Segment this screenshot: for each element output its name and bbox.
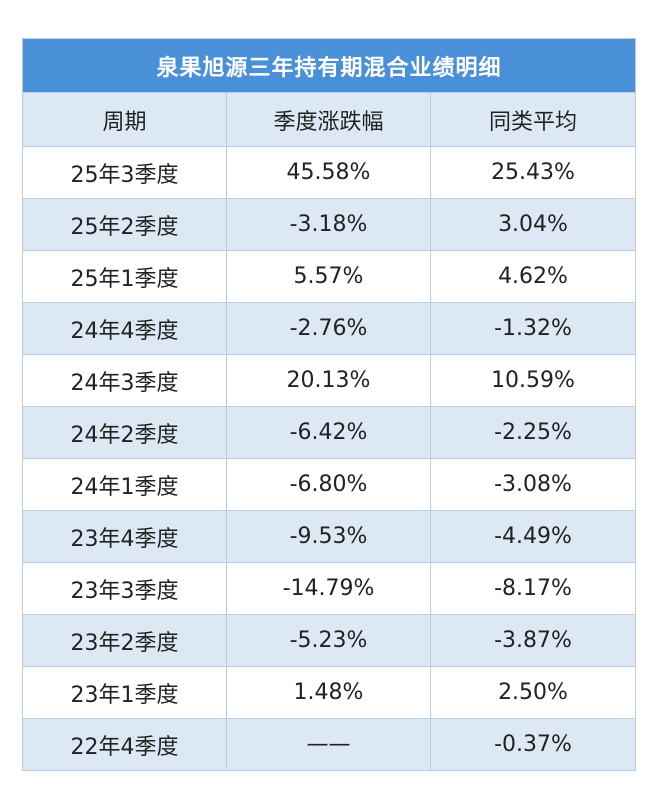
period-cell: 25年3季度 <box>22 146 227 199</box>
period-cell: 24年2季度 <box>22 406 227 459</box>
average-cell: 3.04% <box>429 198 637 251</box>
period-cell: 23年4季度 <box>22 510 227 563</box>
change-cell: -9.53% <box>226 510 431 563</box>
table-row: 24年4季度 -2.76% -1.32% <box>22 302 637 355</box>
average-cell: -8.17% <box>429 562 637 615</box>
table-row: 23年2季度 -5.23% -3.87% <box>22 614 637 667</box>
header-period: 周期 <box>22 92 227 147</box>
period-cell: 23年2季度 <box>22 614 227 667</box>
table-row: 23年3季度 -14.79% -8.17% <box>22 562 637 615</box>
table-row: 25年1季度 5.57% 4.62% <box>22 250 637 303</box>
average-cell: -0.37% <box>429 718 637 771</box>
table-row: 24年3季度 20.13% 10.59% <box>22 354 637 407</box>
average-cell: 10.59% <box>429 354 637 407</box>
change-cell: -5.23% <box>226 614 431 667</box>
change-cell: -3.18% <box>226 198 431 251</box>
table-row: 25年2季度 -3.18% 3.04% <box>22 198 637 251</box>
table-row: 22年4季度 —— -0.37% <box>22 718 637 771</box>
table-row: 25年3季度 45.58% 25.43% <box>22 146 637 199</box>
period-cell: 23年1季度 <box>22 666 227 719</box>
change-cell: 5.57% <box>226 250 431 303</box>
change-cell: -6.80% <box>226 458 431 511</box>
period-cell: 25年2季度 <box>22 198 227 251</box>
change-cell: 20.13% <box>226 354 431 407</box>
table-title: 泉果旭源三年持有期混合业绩明细 <box>21 38 637 93</box>
period-cell: 22年4季度 <box>22 718 227 771</box>
table-row: 24年1季度 -6.80% -3.08% <box>22 458 637 511</box>
performance-table-container: 泉果旭源三年持有期混合业绩明细 周期 季度涨跌幅 同类平均 25年3季度 45.… <box>21 38 637 771</box>
header-quarterly-change: 季度涨跌幅 <box>226 92 431 147</box>
table-row: 23年4季度 -9.53% -4.49% <box>22 510 637 563</box>
performance-table: 泉果旭源三年持有期混合业绩明细 周期 季度涨跌幅 同类平均 25年3季度 45.… <box>21 38 637 771</box>
average-cell: -3.87% <box>429 614 637 667</box>
average-cell: -2.25% <box>429 406 637 459</box>
average-cell: 25.43% <box>429 146 637 199</box>
table-row: 23年1季度 1.48% 2.50% <box>22 666 637 719</box>
header-category-average: 同类平均 <box>429 92 637 147</box>
average-cell: -3.08% <box>429 458 637 511</box>
period-cell: 23年3季度 <box>22 562 227 615</box>
average-cell: -4.49% <box>429 510 637 563</box>
period-cell: 24年3季度 <box>22 354 227 407</box>
change-cell: —— <box>226 718 431 771</box>
average-cell: 4.62% <box>429 250 637 303</box>
period-cell: 24年1季度 <box>22 458 227 511</box>
period-cell: 24年4季度 <box>22 302 227 355</box>
change-cell: -2.76% <box>226 302 431 355</box>
table-row: 24年2季度 -6.42% -2.25% <box>22 406 637 459</box>
average-cell: -1.32% <box>429 302 637 355</box>
change-cell: 45.58% <box>226 146 431 199</box>
period-cell: 25年1季度 <box>22 250 227 303</box>
title-row: 泉果旭源三年持有期混合业绩明细 <box>21 38 637 93</box>
header-row: 周期 季度涨跌幅 同类平均 <box>22 92 637 147</box>
average-cell: 2.50% <box>429 666 637 719</box>
change-cell: -14.79% <box>226 562 431 615</box>
change-cell: 1.48% <box>226 666 431 719</box>
change-cell: -6.42% <box>226 406 431 459</box>
